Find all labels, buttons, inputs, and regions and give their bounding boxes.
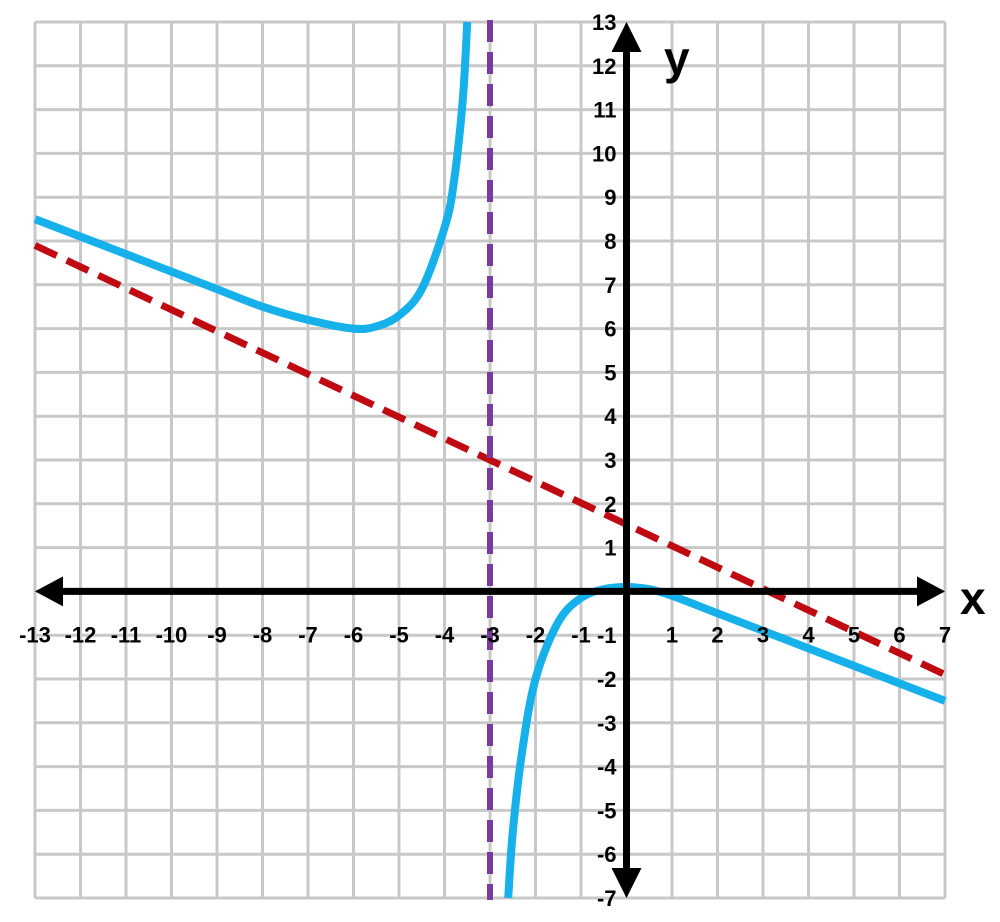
x-tick-label: 1	[666, 622, 678, 647]
y-tick-label: -4	[597, 755, 617, 780]
x-tick-label: -3	[480, 622, 500, 647]
y-tick-label: 3	[604, 448, 616, 473]
x-tick-label: 2	[711, 622, 723, 647]
x-tick-label: -7	[298, 622, 318, 647]
y-tick-label: 13	[592, 10, 616, 35]
x-tick-label: 6	[893, 622, 905, 647]
function-curve	[33, 21, 947, 899]
y-tick-label: 2	[604, 492, 616, 517]
y-tick-label: 12	[592, 54, 616, 79]
x-tick-label: 7	[939, 622, 951, 647]
x-tick-label: -12	[65, 622, 97, 647]
x-tick-label: -4	[435, 622, 455, 647]
y-tick-label: 5	[604, 360, 616, 385]
y-tick-label: -1	[597, 623, 617, 648]
y-tick-label: -5	[597, 798, 617, 823]
y-tick-label: 8	[604, 229, 616, 254]
x-axis-right-arrow	[917, 576, 945, 607]
slant-asymptote	[33, 242, 947, 678]
x-axis-left-arrow	[35, 576, 63, 607]
x-tick-label: -11	[111, 622, 142, 647]
y-tick-label: -2	[597, 667, 617, 692]
x-tick-label: 5	[848, 622, 860, 647]
y-tick-label: 6	[604, 317, 616, 342]
x-tick-label: -10	[156, 622, 188, 647]
y-tick-label: 4	[604, 404, 617, 429]
y-tick-label: 9	[604, 185, 616, 210]
y-tick-label: -7	[597, 886, 617, 911]
y-tick-label: -3	[597, 711, 617, 736]
x-tick-label: -5	[389, 622, 409, 647]
curve-branch-2	[504, 583, 947, 899]
asymptotes	[33, 20, 947, 900]
y-tick-label: 10	[592, 141, 616, 166]
y-axis-up-arrow	[611, 22, 642, 52]
curve-branch-1	[33, 21, 472, 334]
tick-labels: -13 -12 -11 -10 -9 -8 -7 -6 -5 -4 -3 -2 -1 1 2 3 4 5 6 7131…	[19, 10, 951, 911]
x-tick-label: -9	[207, 622, 227, 647]
axes	[35, 22, 945, 898]
x-tick-label: -13	[19, 622, 51, 647]
y-tick-label: -6	[597, 842, 617, 867]
x-tick-label: -6	[344, 622, 364, 647]
y-axis-down-arrow	[611, 868, 642, 898]
x-tick-label: -8	[253, 622, 273, 647]
x-tick-label: 3	[757, 622, 769, 647]
y-tick-label: 1	[604, 536, 616, 561]
x-tick-label: -1	[571, 622, 591, 647]
x-tick-label: 4	[802, 622, 815, 647]
x-tick-label: -2	[526, 622, 546, 647]
y-tick-label: 11	[593, 98, 616, 123]
y-tick-label: 7	[604, 273, 616, 298]
x-axis-label: x	[960, 572, 986, 624]
y-axis-label: y	[664, 32, 690, 84]
